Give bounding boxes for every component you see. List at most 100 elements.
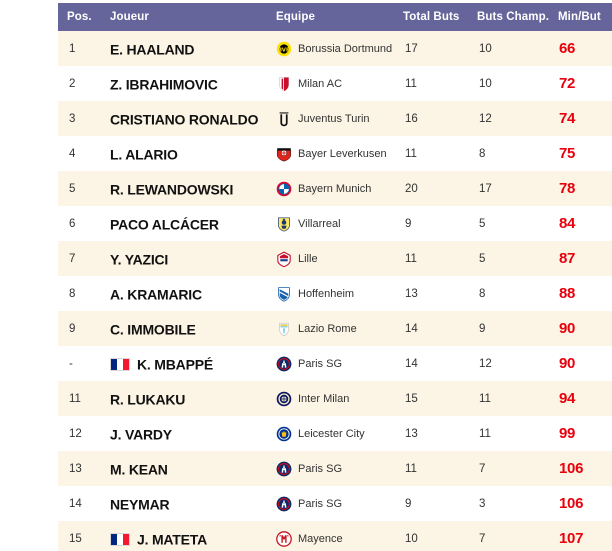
cell-position: 9 bbox=[69, 322, 76, 335]
table-header: Pos. Joueur Equipe Total Buts Buts Champ… bbox=[58, 3, 612, 31]
team-name: Juventus Turin bbox=[298, 112, 370, 125]
table-row[interactable]: - K. MBAPPÉ Paris SG 14 12 90 bbox=[58, 346, 612, 381]
cell-min-but: 78 bbox=[559, 180, 576, 197]
cell-position: 8 bbox=[69, 287, 76, 300]
column-header-total-buts[interactable]: Total Buts bbox=[403, 11, 460, 23]
table-header-row: Pos. Joueur Equipe Total Buts Buts Champ… bbox=[58, 3, 612, 31]
cell-buts-champ: 12 bbox=[479, 357, 492, 370]
france-flag-icon bbox=[110, 357, 130, 371]
cell-position: 11 bbox=[69, 392, 81, 405]
team-name: Lazio Rome bbox=[298, 322, 357, 335]
player-ranking-table: Pos. Joueur Equipe Total Buts Buts Champ… bbox=[58, 3, 612, 551]
team-name: Bayern Munich bbox=[298, 182, 372, 195]
cell-team: Lazio Rome bbox=[276, 311, 401, 346]
cell-min-but: 87 bbox=[559, 250, 576, 267]
cell-min-but: 84 bbox=[559, 215, 576, 232]
cell-player: R. LEWANDOWSKI bbox=[105, 171, 276, 206]
player-name: J. VARDY bbox=[110, 426, 172, 443]
cell-player: CRISTIANO RONALDO bbox=[105, 101, 276, 136]
table-row[interactable]: 9 C. IMMOBILE Lazio Rome 14 9 90 bbox=[58, 311, 612, 346]
leicester-crest-icon bbox=[276, 426, 292, 442]
inter-milan-crest-icon bbox=[276, 391, 292, 407]
table-row[interactable]: 14 NEYMAR Paris SG 9 3 106 bbox=[58, 486, 612, 521]
player-name: A. KRAMARIC bbox=[110, 286, 202, 303]
cell-total-buts: 11 bbox=[405, 462, 417, 475]
column-header-min-but[interactable]: Min/But bbox=[558, 11, 601, 23]
cell-position: 2 bbox=[69, 77, 76, 90]
team-name: Paris SG bbox=[298, 497, 343, 510]
cell-total-buts: 17 bbox=[405, 42, 418, 55]
paris-sg-crest-icon bbox=[276, 461, 292, 477]
cell-min-but: 74 bbox=[559, 110, 576, 127]
cell-buts-champ: 7 bbox=[479, 462, 486, 475]
column-header-pos[interactable]: Pos. bbox=[67, 11, 92, 23]
cell-min-but: 90 bbox=[559, 320, 576, 337]
column-header-player[interactable]: Joueur bbox=[110, 11, 149, 23]
cell-buts-champ: 11 bbox=[479, 427, 491, 440]
cell-player: K. MBAPPÉ bbox=[105, 346, 276, 381]
table-row[interactable]: 11 R. LUKAKU Inter Milan 15 11 94 bbox=[58, 381, 612, 416]
cell-buts-champ: 5 bbox=[479, 252, 486, 265]
cell-team: Paris SG bbox=[276, 486, 401, 521]
cell-team: Milan AC bbox=[276, 66, 401, 101]
cell-buts-champ: 17 bbox=[479, 182, 492, 195]
team-name: Milan AC bbox=[298, 77, 343, 90]
team-name: Paris SG bbox=[298, 462, 343, 475]
table-row[interactable]: 7 Y. YAZICI Lille 11 5 87 bbox=[58, 241, 612, 276]
cell-min-but: 99 bbox=[559, 425, 576, 442]
player-name: R. LEWANDOWSKI bbox=[110, 181, 234, 198]
table-row[interactable]: 13 M. KEAN Paris SG 11 7 106 bbox=[58, 451, 612, 486]
team-name: Mayence bbox=[298, 532, 343, 545]
table-row[interactable]: 15 J. MATETA Mayence 10 7 107 bbox=[58, 521, 612, 551]
cell-buts-champ: 5 bbox=[479, 217, 486, 230]
table-row[interactable]: 8 A. KRAMARIC Hoffenheim 13 8 88 bbox=[58, 276, 612, 311]
cell-position: 3 bbox=[69, 112, 76, 125]
player-name: E. HAALAND bbox=[110, 41, 195, 58]
column-header-team[interactable]: Equipe bbox=[276, 11, 315, 23]
cell-buts-champ: 11 bbox=[479, 392, 491, 405]
cell-min-but: 90 bbox=[559, 355, 576, 372]
villarreal-crest-icon bbox=[276, 216, 292, 232]
table-row[interactable]: 2 Z. IBRAHIMOVIC Milan AC 11 10 72 bbox=[58, 66, 612, 101]
cell-position: 13 bbox=[69, 462, 82, 475]
hoffenheim-crest-icon bbox=[276, 286, 292, 302]
cell-player: R. LUKAKU bbox=[105, 381, 276, 416]
cell-total-buts: 9 bbox=[405, 217, 412, 230]
svg-text:BVB: BVB bbox=[278, 47, 290, 53]
team-name: Villarreal bbox=[298, 217, 341, 230]
cell-player: Z. IBRAHIMOVIC bbox=[105, 66, 276, 101]
team-name: Hoffenheim bbox=[298, 287, 355, 300]
cell-player: M. KEAN bbox=[105, 451, 276, 486]
team-name: Lille bbox=[298, 252, 318, 265]
player-name: L. ALARIO bbox=[110, 146, 178, 163]
table-row[interactable]: 1 E. HAALAND BVB Borussia Dortmund 17 10 66 bbox=[58, 31, 612, 66]
cell-total-buts: 11 bbox=[405, 147, 417, 160]
cell-min-but: 107 bbox=[559, 530, 584, 547]
table-row[interactable]: 4 L. ALARIO Bayer Leverkusen 11 8 75 bbox=[58, 136, 612, 171]
cell-total-buts: 14 bbox=[405, 357, 418, 370]
player-name: R. LUKAKU bbox=[110, 391, 186, 408]
cell-team: Inter Milan bbox=[276, 381, 401, 416]
table-row[interactable]: 6 PACO ALCÁCER Villarreal 9 5 84 bbox=[58, 206, 612, 241]
table-row[interactable]: 12 J. VARDY Leicester City 13 11 99 bbox=[58, 416, 612, 451]
cell-min-but: 106 bbox=[559, 460, 584, 477]
column-header-buts-champ[interactable]: Buts Champ. bbox=[477, 11, 550, 23]
team-name: Leicester City bbox=[298, 427, 365, 440]
borussia-dortmund-crest-icon: BVB bbox=[276, 41, 292, 57]
player-name: J. MATETA bbox=[137, 531, 208, 548]
player-name: Y. YAZICI bbox=[110, 251, 169, 268]
cell-position: 7 bbox=[69, 252, 76, 265]
table-row[interactable]: 5 R. LEWANDOWSKI Bayern Munich 20 17 78 bbox=[58, 171, 612, 206]
cell-buts-champ: 10 bbox=[479, 42, 492, 55]
cell-team: Paris SG bbox=[276, 451, 401, 486]
player-name: C. IMMOBILE bbox=[110, 321, 196, 338]
cell-total-buts: 15 bbox=[405, 392, 418, 405]
cell-position: 5 bbox=[69, 182, 76, 195]
player-name: M. KEAN bbox=[110, 461, 168, 478]
cell-min-but: 66 bbox=[559, 40, 576, 57]
player-name: CRISTIANO RONALDO bbox=[110, 111, 259, 128]
table-row[interactable]: 3 CRISTIANO RONALDO Juventus Turin 16 12 74 bbox=[58, 101, 612, 136]
cell-min-but: 88 bbox=[559, 285, 576, 302]
cell-team: Bayern Munich bbox=[276, 171, 401, 206]
